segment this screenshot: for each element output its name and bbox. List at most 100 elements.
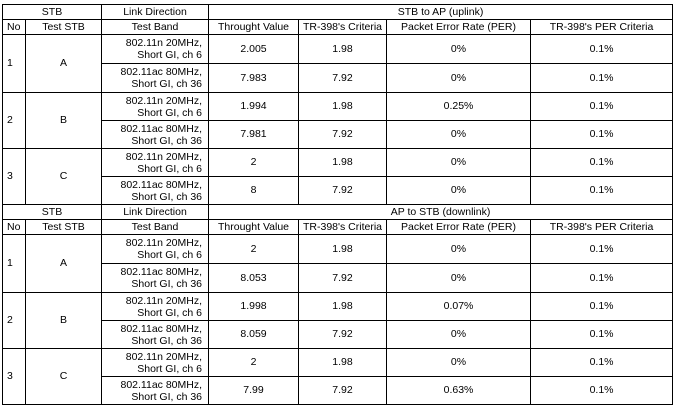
- throughput-value: 8: [208, 176, 300, 205]
- row-number: 2: [2, 292, 26, 349]
- tr-per-criteria-value: 0.1%: [530, 176, 674, 205]
- per-value: 0%: [386, 34, 532, 64]
- throughput-value: 2.005: [208, 34, 300, 64]
- test-band: 802.11ac 80MHz, Short GI, ch 36: [101, 263, 210, 293]
- test-band-line1: 802.11ac 80MHz,: [120, 122, 203, 135]
- throughput-header: Throught Value: [208, 19, 300, 35]
- table-row: 2 B 802.11n 20MHz, Short GI, ch 6 1.994 1.98 0…: [2, 92, 674, 149]
- per-header: Packet Error Rate (PER): [386, 19, 532, 35]
- results-table: STB Link Direction STB to AP (uplink) No Tes…: [1, 4, 674, 405]
- per-value: 0%: [386, 120, 532, 149]
- table-row: 3 C 802.11n 20MHz, Short GI, ch 6 2 1.98 0% 0.1…: [2, 148, 674, 205]
- per-value: 0.63%: [386, 376, 532, 405]
- link-direction-header: Link Direction: [101, 204, 210, 220]
- test-band-line1: 802.11ac 80MHz,: [120, 322, 203, 335]
- column-header-row: No Test STB Test Band Throught Value TR-398'…: [2, 19, 674, 35]
- per-header: Packet Error Rate (PER): [386, 219, 532, 235]
- row-number: 2: [2, 92, 26, 149]
- tr-per-criteria-value: 0.1%: [530, 292, 674, 321]
- table-row: 802.11ac 80MHz, Short GI, ch 36 7.99 7.92 0.…: [3, 376, 674, 405]
- test-band: 802.11n 20MHz, Short GI, ch 6: [101, 292, 210, 321]
- per-value: 0%: [386, 320, 532, 349]
- section-header-row: STB Link Direction STB to AP (uplink): [1, 4, 674, 20]
- test-band-line2: Short GI, ch 6: [137, 306, 203, 319]
- section-header-row: STB Link Direction AP to STB (downlink): [1, 204, 674, 220]
- test-stb-name: A: [24, 234, 103, 293]
- direction-header: AP to STB (downlink): [208, 204, 674, 220]
- per-value: 0%: [386, 234, 532, 264]
- tr-criteria-value: 1.98: [298, 92, 388, 121]
- direction-header: STB to AP (uplink): [208, 4, 674, 20]
- test-stb-name: C: [24, 148, 103, 205]
- test-band-line1: 802.11ac 80MHz,: [120, 178, 203, 191]
- test-band-line2: Short GI, ch 36: [131, 190, 203, 203]
- test-band-line2: Short GI, ch 6: [137, 362, 203, 375]
- tr-criteria-value: 7.92: [298, 176, 388, 205]
- throughput-value: 1.994: [208, 92, 300, 121]
- test-band: 802.11ac 80MHz, Short GI, ch 36: [101, 120, 210, 149]
- throughput-value: 7.99: [208, 376, 300, 405]
- per-value: 0.07%: [386, 292, 532, 321]
- test-stb-name: B: [24, 292, 103, 349]
- per-value: 0%: [386, 148, 532, 177]
- test-band-header: Test Band: [101, 219, 210, 235]
- table-row: 802.11ac 80MHz, Short GI, ch 36 7.983 7.92 0…: [3, 63, 674, 93]
- test-band: 802.11ac 80MHz, Short GI, ch 36: [101, 376, 210, 405]
- tr-criteria-header: TR-398's Criteria: [298, 19, 388, 35]
- per-value: 0%: [386, 263, 532, 293]
- table-row: 2 B 802.11n 20MHz, Short GI, ch 6 1.998 1.98 0…: [2, 292, 674, 349]
- tr-per-criteria-value: 0.1%: [530, 148, 674, 177]
- tr-criteria-value: 7.92: [298, 376, 388, 405]
- tr-per-criteria-value: 0.1%: [530, 320, 674, 349]
- test-band-line1: 802.11n 20MHz,: [125, 94, 203, 107]
- test-band-line2: Short GI, ch 36: [131, 390, 203, 403]
- tr-per-criteria-value: 0.1%: [530, 263, 674, 293]
- test-stb-header: Test STB: [24, 219, 103, 235]
- throughput-value: 1.998: [208, 292, 300, 321]
- tr-per-criteria-value: 0.1%: [530, 92, 674, 121]
- tr-criteria-value: 7.92: [298, 120, 388, 149]
- throughput-value: 8.053: [208, 263, 300, 293]
- test-band: 802.11ac 80MHz, Short GI, ch 36: [101, 176, 210, 205]
- tr-per-header: TR-398's PER Criteria: [530, 219, 674, 235]
- per-value: 0%: [386, 176, 532, 205]
- test-band-line1: 802.11ac 80MHz,: [120, 266, 203, 278]
- test-band-header: Test Band: [101, 19, 210, 35]
- throughput-value: 7.981: [208, 120, 300, 149]
- test-stb-name: C: [24, 348, 103, 405]
- throughput-value: 7.983: [208, 63, 300, 93]
- table-row: 802.11ac 80MHz, Short GI, ch 36 7.981 7.92 0…: [3, 120, 674, 149]
- table-row: 802.11ac 80MHz, Short GI, ch 36 8 7.92 0% 0.1…: [3, 176, 674, 205]
- test-band-line2: Short GI, ch 36: [131, 278, 203, 290]
- tr-criteria-value: 7.92: [298, 263, 388, 293]
- tr-criteria-value: 7.92: [298, 63, 388, 93]
- test-band-line1: 802.11n 20MHz,: [125, 350, 203, 363]
- tr-per-header: TR-398's PER Criteria: [530, 19, 674, 35]
- tr-criteria-value: 1.98: [298, 148, 388, 177]
- row-number: 3: [2, 348, 26, 405]
- row-number: 1: [2, 34, 26, 93]
- table-row: 802.11ac 80MHz, Short GI, ch 36 8.053 7.92 0…: [3, 263, 674, 293]
- test-band: 802.11n 20MHz, Short GI, ch 6: [101, 148, 210, 177]
- tr-per-criteria-value: 0.1%: [530, 63, 674, 93]
- tr-per-criteria-value: 0.1%: [530, 234, 674, 264]
- test-band-line2: Short GI, ch 6: [137, 106, 203, 119]
- row-number: 1: [2, 234, 26, 293]
- test-band-line1: 802.11n 20MHz,: [125, 294, 203, 307]
- no-header: No: [2, 19, 26, 35]
- table-row: 802.11ac 80MHz, Short GI, ch 36 8.059 7.92 0…: [3, 320, 674, 349]
- no-header: No: [2, 219, 26, 235]
- test-band: 802.11n 20MHz, Short GI, ch 6: [101, 34, 210, 64]
- tr-criteria-header: TR-398's Criteria: [298, 219, 388, 235]
- stb-header: STB: [1, 4, 103, 20]
- tr-per-criteria-value: 0.1%: [530, 376, 674, 405]
- test-band-line1: 802.11ac 80MHz,: [120, 66, 203, 78]
- test-band: 802.11ac 80MHz, Short GI, ch 36: [101, 320, 210, 349]
- throughput-value: 2: [208, 234, 300, 264]
- test-band-line2: Short GI, ch 6: [137, 249, 203, 261]
- test-band: 802.11n 20MHz, Short GI, ch 6: [101, 234, 210, 264]
- tr-criteria-value: 7.92: [298, 320, 388, 349]
- row-number: 3: [2, 148, 26, 205]
- test-band-line2: Short GI, ch 36: [131, 78, 203, 90]
- table-row: 3 C 802.11n 20MHz, Short GI, ch 6 2 1.98 0% 0.1…: [2, 348, 674, 405]
